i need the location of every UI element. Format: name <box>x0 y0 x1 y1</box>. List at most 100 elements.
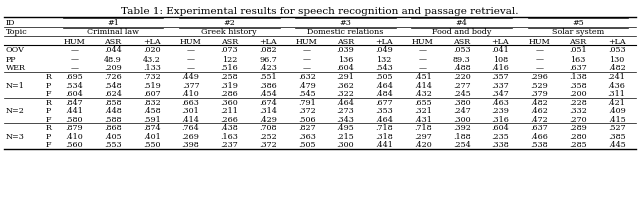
Text: Greek history: Greek history <box>202 28 257 36</box>
Text: .726: .726 <box>104 73 122 81</box>
Text: .663: .663 <box>182 98 200 106</box>
Text: .551: .551 <box>259 73 277 81</box>
Text: .472: .472 <box>531 115 548 123</box>
Text: .479: .479 <box>298 81 316 89</box>
Text: —: — <box>70 64 78 72</box>
Text: .505: .505 <box>298 140 316 149</box>
Text: .410: .410 <box>182 90 200 98</box>
Text: .607: .607 <box>143 90 161 98</box>
Text: .708: .708 <box>259 124 276 132</box>
Text: .516: .516 <box>220 64 238 72</box>
Text: 48.9: 48.9 <box>104 55 122 63</box>
Text: +LA: +LA <box>608 37 625 45</box>
Text: .291: .291 <box>337 73 355 81</box>
Text: .138: .138 <box>569 73 587 81</box>
Text: .041: .041 <box>492 46 509 54</box>
Text: —: — <box>303 55 311 63</box>
Text: .482: .482 <box>531 98 548 106</box>
Text: .363: .363 <box>298 132 316 140</box>
Text: .718: .718 <box>414 124 432 132</box>
Text: .441: .441 <box>65 107 83 115</box>
Text: .051: .051 <box>569 46 587 54</box>
Text: .401: .401 <box>143 132 161 140</box>
Text: —: — <box>535 46 543 54</box>
Text: .358: .358 <box>569 81 587 89</box>
Text: .637: .637 <box>531 124 548 132</box>
Text: .695: .695 <box>65 73 83 81</box>
Text: #4: #4 <box>456 19 468 27</box>
Text: —: — <box>70 46 78 54</box>
Text: .464: .464 <box>375 115 393 123</box>
Text: .319: .319 <box>220 81 238 89</box>
Text: .209: .209 <box>104 64 122 72</box>
Text: .235: .235 <box>492 132 509 140</box>
Text: .269: .269 <box>182 132 200 140</box>
Text: .718: .718 <box>376 124 393 132</box>
Text: .637: .637 <box>569 64 587 72</box>
Text: 130: 130 <box>609 55 624 63</box>
Text: .228: .228 <box>569 98 587 106</box>
Text: .463: .463 <box>492 98 509 106</box>
Text: .322: .322 <box>337 90 355 98</box>
Text: .362: .362 <box>337 81 355 89</box>
Text: +LA: +LA <box>376 37 393 45</box>
Text: .448: .448 <box>104 107 122 115</box>
Text: P: P <box>46 107 51 115</box>
Text: N=1: N=1 <box>6 81 25 89</box>
Text: HUM: HUM <box>180 37 202 45</box>
Text: .538: .538 <box>531 140 548 149</box>
Text: .270: .270 <box>569 115 587 123</box>
Text: .423: .423 <box>259 64 277 72</box>
Text: .545: .545 <box>298 90 316 98</box>
Text: .338: .338 <box>492 140 509 149</box>
Text: .285: .285 <box>569 140 587 149</box>
Text: .211: .211 <box>220 107 238 115</box>
Text: OOV: OOV <box>6 46 25 54</box>
Text: .321: .321 <box>414 107 432 115</box>
Text: —: — <box>187 46 195 54</box>
Text: .414: .414 <box>182 115 200 123</box>
Text: 43.2: 43.2 <box>143 55 161 63</box>
Text: F: F <box>45 115 51 123</box>
Text: F: F <box>45 140 51 149</box>
Text: .252: .252 <box>259 132 277 140</box>
Text: .347: .347 <box>492 90 509 98</box>
Text: .506: .506 <box>298 115 316 123</box>
Text: Solar system: Solar system <box>552 28 604 36</box>
Text: +LA: +LA <box>143 37 161 45</box>
Text: .163: .163 <box>220 132 238 140</box>
Text: .337: .337 <box>492 81 509 89</box>
Text: .431: .431 <box>414 115 432 123</box>
Text: .550: .550 <box>143 140 161 149</box>
Text: .039: .039 <box>337 46 355 54</box>
Text: .133: .133 <box>143 64 161 72</box>
Text: —: — <box>535 55 543 63</box>
Text: .082: .082 <box>259 46 277 54</box>
Text: —: — <box>187 64 195 72</box>
Text: .604: .604 <box>65 90 83 98</box>
Text: 89.3: 89.3 <box>453 55 470 63</box>
Text: #3: #3 <box>340 19 351 27</box>
Text: .674: .674 <box>259 98 277 106</box>
Text: .847: .847 <box>65 98 83 106</box>
Text: .377: .377 <box>182 81 200 89</box>
Text: .553: .553 <box>104 140 122 149</box>
Text: .215: .215 <box>337 132 355 140</box>
Text: ASR: ASR <box>337 37 354 45</box>
Text: ID: ID <box>6 19 15 27</box>
Text: .624: .624 <box>104 90 122 98</box>
Text: .458: .458 <box>143 107 161 115</box>
Text: .372: .372 <box>259 140 277 149</box>
Text: .332: .332 <box>569 107 587 115</box>
Text: .379: .379 <box>531 90 548 98</box>
Text: .357: .357 <box>492 73 509 81</box>
Text: +LA: +LA <box>492 37 509 45</box>
Text: .529: .529 <box>531 81 548 89</box>
Text: HUM: HUM <box>528 37 550 45</box>
Text: .020: .020 <box>143 46 161 54</box>
Text: HUM: HUM <box>63 37 85 45</box>
Text: .297: .297 <box>414 132 432 140</box>
Text: —: — <box>419 55 427 63</box>
Text: .044: .044 <box>104 46 122 54</box>
Text: 122: 122 <box>221 55 237 63</box>
